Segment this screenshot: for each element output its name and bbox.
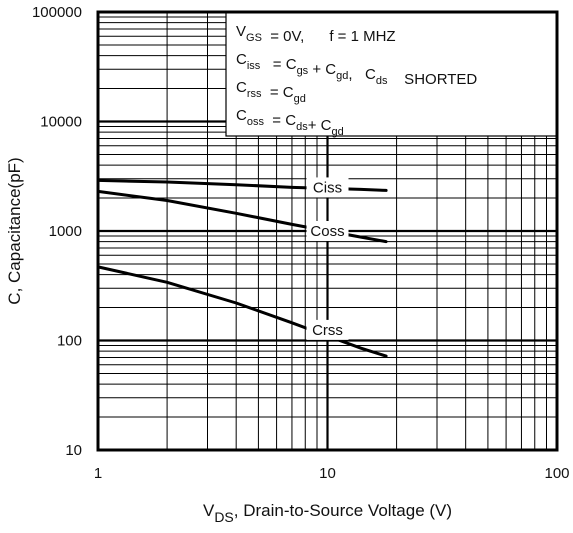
series-label-backing <box>306 177 349 198</box>
y-tick-label: 100000 <box>32 4 82 21</box>
series-line-crss <box>96 265 388 358</box>
series-label-text: Coss <box>310 223 344 240</box>
legend-subscript: gd <box>336 70 348 82</box>
legend-text-run: C <box>236 107 247 124</box>
series-label-text: Ciss <box>313 179 342 196</box>
legend-line: Ciss = Cgs + Cgd, Cds SHORTED <box>236 51 477 88</box>
legend-text-run: C <box>236 51 247 68</box>
plot-frame <box>96 10 559 452</box>
x-axis-label-subscript: DS <box>214 509 233 525</box>
series-line-coss <box>96 189 388 244</box>
legend-line: VGS = 0V, f = 1 MHZ <box>236 23 396 45</box>
series-label-backing <box>306 221 349 241</box>
x-tick-label: 10 <box>319 465 336 482</box>
legend-text-run: = 0V, f = 1 MHZ <box>262 28 396 45</box>
legend-text-run: SHORTED <box>388 71 478 88</box>
y-tick-labels: 10 100 1000 10000 100000 <box>32 4 82 459</box>
series-labels: Ciss Coss Crss <box>306 177 349 340</box>
legend-subscript: gs <box>297 65 309 77</box>
legend-text-run: = C <box>264 112 296 129</box>
y-tick-label: 1000 <box>49 223 82 240</box>
legend-line: Crss = Cgd <box>236 79 306 105</box>
series-label-coss: Coss <box>306 221 349 241</box>
x-axis-label: VDS, Drain-to-Source Voltage (V) <box>203 501 452 525</box>
legend-text-run: C <box>236 79 247 96</box>
legend-subscript: gd <box>294 93 306 105</box>
legend-text-run: = C <box>262 84 294 101</box>
y-tick-label: 10 <box>65 442 82 459</box>
legend-text-run: , C <box>348 66 376 83</box>
x-axis-label-main: V <box>203 501 215 520</box>
legend-subscript: ds <box>376 75 388 87</box>
x-tick-label: 1 <box>94 465 102 482</box>
legend-subscript: gd <box>331 126 343 138</box>
legend-text-run: V <box>236 23 246 40</box>
legend-subscript: iss <box>247 60 261 72</box>
legend-subscript: ds <box>296 121 308 133</box>
series-line-ciss <box>96 178 388 192</box>
legend-line: Coss = Cds+ Cgd <box>236 107 344 138</box>
x-tick-label: 100 <box>544 465 569 482</box>
legend-subscript: rss <box>247 88 262 100</box>
legend-subscript: oss <box>247 116 265 128</box>
x-tick-labels: 1 10 100 <box>94 465 570 482</box>
y-tick-label: 100 <box>57 333 82 350</box>
legend-text-run: + C <box>308 61 336 78</box>
x-axis-label-rest: , Drain-to-Source Voltage (V) <box>234 501 452 520</box>
series-lines <box>96 178 388 358</box>
legend-text-run: = C <box>260 56 296 73</box>
y-axis-label: C, Capacitance(pF) <box>5 157 24 304</box>
series-label-text: Crss <box>312 322 343 339</box>
series-label-ciss: Ciss <box>306 177 349 198</box>
legend-background <box>225 11 558 137</box>
legend-subscript: GS <box>246 32 262 44</box>
series-label-backing <box>306 319 349 340</box>
series-label-crss: Crss <box>306 319 349 340</box>
y-tick-label: 10000 <box>40 114 82 131</box>
legend-text-run: + C <box>308 117 332 134</box>
